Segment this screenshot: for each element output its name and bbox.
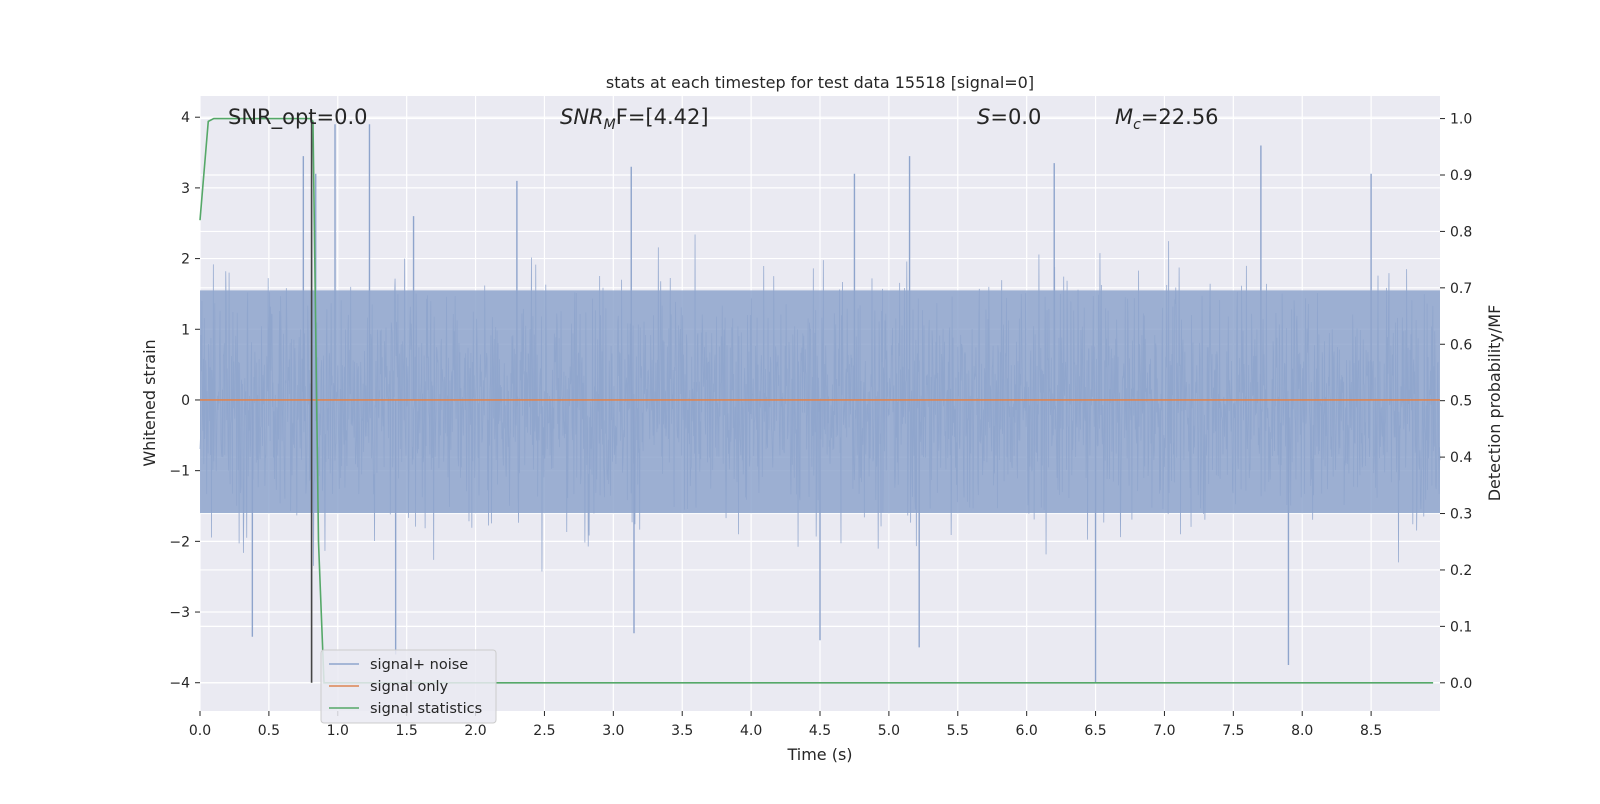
y-tick-label-right: 0.9: [1450, 168, 1472, 184]
annotation-s-base: S: [977, 105, 990, 129]
y-axis-label-left: Whitened strain: [140, 339, 159, 466]
x-axis-label: Time (s): [786, 745, 852, 764]
x-tick-label: 1.5: [396, 723, 418, 739]
legend-label-signal-noise: signal+ noise: [370, 657, 468, 673]
x-tick-label: 3.0: [602, 723, 624, 739]
y-tick-label-left: −4: [169, 676, 190, 692]
y-tick-label-left: −1: [169, 464, 190, 480]
x-tick-label: 8.5: [1360, 723, 1382, 739]
legend-label-signal-only: signal only: [370, 679, 449, 695]
x-ticks: 0.0 0.5 1.0 1.5 2.0 2.5 3.0 3.5 4.0 4.5 5.0 5.5 6.0 6…: [189, 711, 1382, 739]
x-tick-label: 8.0: [1291, 723, 1313, 739]
y-tick-label-left: 0: [181, 393, 190, 409]
x-tick-label: 5.5: [947, 723, 969, 739]
series-signal-noise: [199, 124, 1441, 683]
annotation-snr-mf-sub: M: [604, 117, 616, 133]
x-tick-label: 6.5: [1084, 723, 1106, 739]
x-tick-label: 3.5: [671, 723, 693, 739]
annotation-snr-mf-rest: F=[4.42]: [616, 105, 709, 129]
x-tick-label: 5.0: [878, 723, 900, 739]
annotation-snr-mf-base: SNR: [560, 105, 604, 129]
annotation-s: S=0.0: [977, 105, 1041, 129]
y-tick-label-left: −2: [169, 534, 190, 550]
annotation-mc-sub: c: [1133, 117, 1141, 133]
y-tick-label-left: 1: [181, 322, 190, 338]
y-tick-label-left: −3: [169, 605, 190, 621]
y-tick-label-right: 0.8: [1450, 224, 1472, 240]
legend: signal+ noise signal only signal statist…: [320, 649, 497, 724]
x-tick-label: 0.0: [189, 723, 211, 739]
x-tick-label: 6.0: [1016, 723, 1038, 739]
legend-label-signal-statistics: signal statistics: [370, 701, 482, 717]
y-tick-label-left: 2: [181, 252, 190, 268]
x-tick-label: 4.0: [740, 723, 762, 739]
y-ticks-left: −4 −3 −2 −1 0 1 2 3 4: [169, 110, 200, 692]
x-tick-label: 7.5: [1222, 723, 1244, 739]
x-tick-label: 2.0: [464, 723, 486, 739]
y-tick-label-left: 3: [181, 181, 190, 197]
chart-title: stats at each timestep for test data 155…: [606, 73, 1034, 92]
annotation-mc: Mc=22.56: [1115, 105, 1219, 133]
annotation-snr-opt: SNR_opt=0.0: [228, 105, 368, 130]
y-tick-label-right: 0.1: [1450, 619, 1472, 635]
y-tick-label-right: 0.3: [1450, 507, 1472, 523]
x-tick-label: 1.0: [327, 723, 349, 739]
y-tick-label-right: 0.0: [1450, 676, 1472, 692]
annotation-snr-mf: SNRMF=[4.42]: [560, 105, 709, 133]
y-tick-label-right: 1.0: [1450, 112, 1472, 128]
y-tick-label-left: 4: [181, 110, 190, 126]
legend-box: [320, 649, 497, 724]
y-tick-label-right: 0.7: [1450, 281, 1472, 297]
annotation-mc-base: M: [1115, 105, 1133, 129]
y-tick-label-right: 0.5: [1450, 394, 1472, 410]
y-ticks-right: 0.0 0.1 0.2 0.3 0.4 0.5 0.6 0.7 0.8 0.9 1.0: [1440, 112, 1472, 692]
y-tick-label-right: 0.4: [1450, 450, 1472, 466]
x-tick-label: 4.5: [809, 723, 831, 739]
x-tick-label: 2.5: [533, 723, 555, 739]
x-tick-label: 7.0: [1153, 723, 1175, 739]
x-tick-label: 0.5: [258, 723, 280, 739]
y-tick-label-right: 0.2: [1450, 563, 1472, 579]
annotation-mc-rest: =22.56: [1141, 105, 1219, 129]
y-tick-label-right: 0.6: [1450, 337, 1472, 353]
annotation-s-rest: =0.0: [990, 105, 1041, 129]
y-axis-label-right: Detection probability/MF: [1485, 305, 1504, 502]
